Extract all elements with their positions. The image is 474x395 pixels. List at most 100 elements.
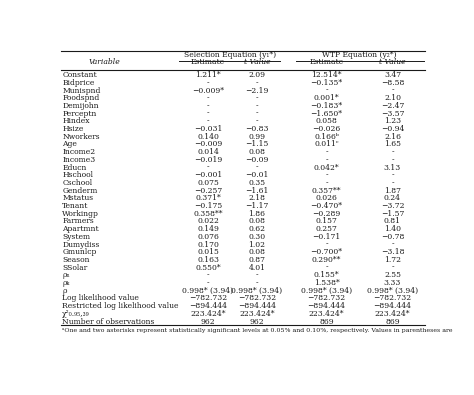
Text: Genderm: Genderm [63,186,98,195]
Text: -: - [391,87,394,94]
Text: 0.24: 0.24 [384,194,401,202]
Text: −0.83: −0.83 [245,125,269,133]
Text: 0.08: 0.08 [248,148,265,156]
Text: 962: 962 [250,318,264,325]
Text: Foodspnd: Foodspnd [63,94,100,102]
Text: 0.357**: 0.357** [312,186,341,195]
Text: 1.40: 1.40 [384,225,401,233]
Text: 2.18: 2.18 [248,194,265,202]
Text: -: - [391,171,394,179]
Text: -: - [325,87,328,94]
Text: −2.19: −2.19 [245,87,269,94]
Text: -: - [391,179,394,187]
Text: 3.47: 3.47 [384,71,401,79]
Text: 3.33: 3.33 [384,279,401,287]
Text: Estimate: Estimate [191,58,225,66]
Text: Income2: Income2 [63,148,95,156]
Text: Dumydiss: Dumydiss [63,241,100,248]
Text: −0.031: −0.031 [194,125,222,133]
Text: -: - [255,164,258,171]
Text: −0.026: −0.026 [312,125,341,133]
Text: 0.155*: 0.155* [314,271,339,279]
Text: −3.18: −3.18 [381,248,404,256]
Text: 0.157: 0.157 [316,217,337,226]
Text: Workingp: Workingp [63,210,99,218]
Text: 869: 869 [385,318,400,325]
Text: 0.026: 0.026 [316,194,337,202]
Text: 1.65: 1.65 [384,140,401,149]
Text: Nworkers: Nworkers [63,133,100,141]
Text: -: - [207,164,210,171]
Text: -: - [325,263,328,272]
Text: 962: 962 [201,318,215,325]
Text: Selection Equation (y₁*): Selection Equation (y₁*) [184,51,276,58]
Text: -: - [325,171,328,179]
Text: -: - [255,279,258,287]
Text: −1.650*: −1.650* [310,110,343,118]
Text: Season: Season [63,256,90,264]
Text: -: - [325,179,328,187]
Text: Income3: Income3 [63,156,96,164]
Text: 0.998* (3.94): 0.998* (3.94) [367,287,418,295]
Text: 2.10: 2.10 [384,94,401,102]
Text: 0.163: 0.163 [197,256,219,264]
Text: 0.62: 0.62 [248,225,265,233]
Text: ρₙ: ρₙ [63,271,70,279]
Text: −782.732: −782.732 [308,294,346,303]
Text: 223.424*: 223.424* [375,310,410,318]
Text: Hschool: Hschool [63,171,93,179]
Text: Hindex: Hindex [63,117,90,125]
Text: 1.538*: 1.538* [314,279,339,287]
Text: 0.30: 0.30 [248,233,265,241]
Text: Number of observations: Number of observations [63,318,155,325]
Text: −1.57: −1.57 [381,210,404,218]
Text: SSolar: SSolar [63,263,88,272]
Text: t Value: t Value [379,58,406,66]
Text: 2.09: 2.09 [248,71,265,79]
Text: −0.257: −0.257 [194,186,222,195]
Text: Log likelihood value: Log likelihood value [63,294,139,303]
Text: 0.149: 0.149 [197,225,219,233]
Text: Constant: Constant [63,71,97,79]
Text: χ²₀.₉₅,₃₉: χ²₀.₉₅,₃₉ [63,310,90,318]
Text: 0.140: 0.140 [197,133,219,141]
Text: −1.15: −1.15 [245,140,269,149]
Text: 223.424*: 223.424* [309,310,345,318]
Text: −0.009: −0.009 [194,140,222,149]
Text: -: - [325,148,328,156]
Text: −0.171: −0.171 [312,233,341,241]
Text: ρₖ: ρₖ [63,279,70,287]
Text: −0.01: −0.01 [245,171,269,179]
Text: 0.81: 0.81 [384,217,401,226]
Text: −0.09: −0.09 [245,156,269,164]
Text: 0.257: 0.257 [316,225,337,233]
Text: -: - [325,156,328,164]
Text: −0.183*: −0.183* [310,102,343,110]
Text: 0.87: 0.87 [248,256,265,264]
Text: 0.011ᶜ: 0.011ᶜ [314,140,339,149]
Text: Hsize: Hsize [63,125,84,133]
Text: -: - [391,148,394,156]
Text: 0.998* (3.94): 0.998* (3.94) [301,287,352,295]
Text: Variable: Variable [89,58,121,66]
Text: 869: 869 [319,318,334,325]
Text: Farmers: Farmers [63,217,94,226]
Text: 0.371*: 0.371* [195,194,221,202]
Text: 0.022: 0.022 [197,217,219,226]
Text: -: - [207,79,210,87]
Text: 0.042*: 0.042* [314,164,339,171]
Text: −0.135*: −0.135* [310,79,343,87]
Text: System: System [63,233,91,241]
Text: 1.86: 1.86 [248,210,265,218]
Text: −0.175: −0.175 [194,202,222,210]
Text: Apartmnt: Apartmnt [63,225,99,233]
Text: -: - [391,263,394,272]
Text: Tenant: Tenant [63,202,89,210]
Text: 0.08: 0.08 [248,248,265,256]
Text: 0.998* (3.94): 0.998* (3.94) [231,287,283,295]
Text: -: - [207,94,210,102]
Text: 0.058: 0.058 [316,117,337,125]
Text: -: - [255,271,258,279]
Text: Gmunlcp: Gmunlcp [63,248,97,256]
Text: -: - [255,110,258,118]
